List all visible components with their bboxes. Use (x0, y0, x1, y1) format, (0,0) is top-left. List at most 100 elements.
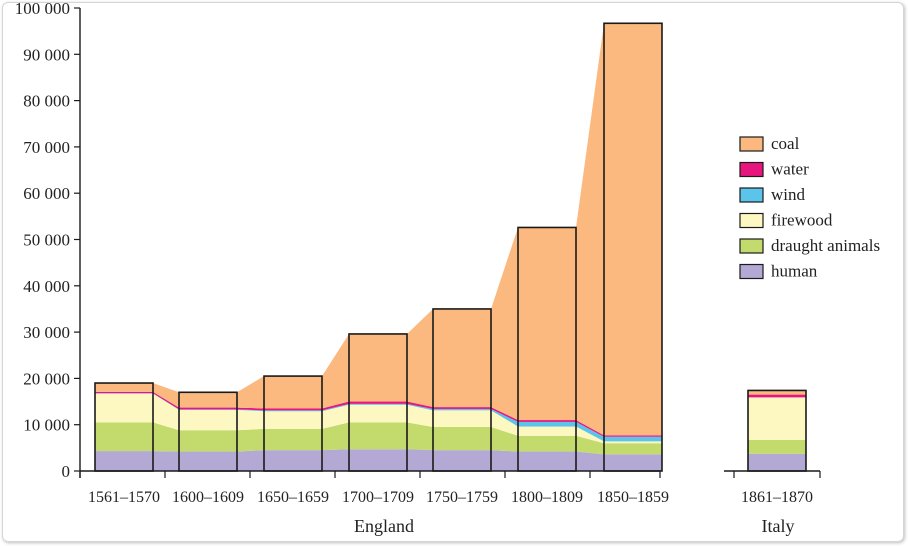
x-tick-label-4: 1750–1759 (426, 489, 498, 506)
bar-segment-draught-animals-1 (179, 430, 237, 452)
legend-swatch-coal (739, 136, 764, 152)
connector-firewood-4 (491, 410, 518, 436)
bar-segment-human-4 (433, 450, 491, 471)
bar-segment-draught-animals-5 (518, 435, 576, 452)
connector-water-5 (576, 420, 604, 437)
connector-wind-1 (237, 409, 264, 412)
bar-segment-water-6 (604, 435, 662, 437)
bar-segment-firewood-2 (264, 411, 322, 429)
bar-segment-draught-animals-4 (433, 427, 491, 451)
bar-segment-water-5 (518, 420, 576, 422)
x-tick-label-3: 1700–1709 (342, 489, 414, 506)
connector-draught-animals-2 (322, 422, 349, 451)
connector-wind-5 (576, 421, 604, 442)
bar-segment-firewood-3 (349, 404, 407, 423)
y-tick-label-1: 10 000 (23, 416, 70, 435)
legend-swatch-draught-animals (739, 238, 764, 254)
connector-water-1 (237, 407, 264, 411)
connector-draught-animals-0 (153, 422, 179, 452)
x-tick-label-5: 1800–1809 (511, 489, 583, 506)
connector-wind-2 (322, 403, 349, 412)
connector-wind-4 (491, 408, 518, 427)
connector-human-2 (322, 449, 349, 471)
bars (94, 22, 807, 472)
legend-label-coal: coal (771, 134, 800, 153)
bar-segment-human-2 (264, 450, 322, 471)
y-tick-label-6: 60 000 (23, 184, 70, 203)
bar-segment-firewood-1 (179, 409, 237, 431)
bar-segment-draught-animals-0 (95, 422, 153, 452)
connector-draught-animals-5 (576, 435, 604, 455)
bar-segment-water-0 (95, 391, 153, 394)
x-tick-label-6: 1850–1859 (597, 489, 669, 506)
y-tick-label-9: 90 000 (23, 45, 70, 64)
axes: 0 10 000 20 000 30 000 40 000 50 000 60 000 70 … (15, 0, 821, 536)
bar-segment-human-3 (349, 449, 407, 471)
connector-draught-animals-1 (237, 428, 264, 452)
legend-label-draught-animals: draught animals (771, 236, 880, 255)
bar-segment-coal-2 (264, 376, 322, 409)
connector-coal-2 (322, 333, 349, 409)
y-tick-label-7: 70 000 (23, 138, 70, 157)
bar-segment-human-1 (179, 451, 237, 471)
bar-segment-coal-0 (95, 383, 153, 392)
bar-segment-water-4 (433, 407, 491, 409)
legend-swatch-water (739, 161, 764, 178)
connector-coal-1 (237, 376, 264, 409)
bar-segment-wind-2 (264, 410, 322, 412)
connector-firewood-5 (576, 426, 604, 444)
connecting-areas (153, 23, 604, 471)
connector-water-4 (491, 407, 518, 422)
legend-swatch-wind (739, 187, 764, 203)
legend-label-firewood: firewood (771, 211, 833, 230)
bar-segment-coal-4 (433, 308, 491, 408)
connector-water-0 (153, 391, 179, 410)
connector-coal-0 (153, 383, 179, 408)
connector-draught-animals-4 (491, 427, 518, 452)
connector-firewood-1 (237, 409, 264, 431)
y-tick-label-3: 30 000 (23, 323, 70, 342)
bar-segment-wind-6 (604, 436, 662, 442)
x-tick-label-0: 1561–1570 (88, 489, 160, 506)
bar-segment-wind-5 (518, 421, 576, 427)
group-label-italy: Italy (762, 516, 795, 536)
bar-segment-wind-3 (349, 403, 407, 405)
bar-segment-draught-animals-7 (748, 439, 806, 454)
bar-segment-draught-animals-2 (264, 428, 322, 451)
bar-segment-human-5 (518, 451, 576, 471)
connector-wind-3 (407, 403, 433, 411)
x-tick-label-2: 1650–1659 (257, 489, 329, 506)
connector-firewood-2 (322, 404, 349, 429)
group-label-england: England (354, 516, 414, 536)
connector-human-5 (576, 451, 604, 471)
bar-segment-human-6 (604, 454, 662, 471)
bar-segment-coal-1 (179, 392, 237, 408)
bar-segment-firewood-6 (604, 441, 662, 444)
connector-water-3 (407, 401, 433, 409)
bar-segment-human-7 (748, 453, 806, 471)
legend: coal water wind firewood draught animals huma… (739, 134, 880, 281)
x-tick-label-7: 1861–1870 (741, 489, 813, 506)
legend-label-human: human (771, 262, 818, 281)
y-tick-label-0: 0 (62, 462, 71, 481)
bar-segment-human-0 (95, 451, 153, 471)
bar-segment-water-7 (748, 394, 806, 398)
bar-segment-firewood-5 (518, 426, 576, 436)
y-tick-label-4: 40 000 (23, 277, 70, 296)
y-tick-label-10: 100 000 (15, 0, 70, 18)
bar-segment-water-2 (264, 408, 322, 411)
bar-segment-draught-animals-3 (349, 422, 407, 450)
bar-segment-firewood-7 (748, 397, 806, 440)
connector-human-1 (237, 450, 264, 471)
connector-firewood-3 (407, 404, 433, 428)
connector-firewood-0 (153, 393, 179, 431)
legend-label-wind: wind (771, 185, 806, 204)
bar-segment-water-1 (179, 407, 237, 410)
legend-label-water: water (771, 160, 809, 179)
y-tick-label-8: 80 000 (23, 92, 70, 111)
bar-segment-wind-4 (433, 408, 491, 411)
legend-swatch-human (739, 263, 764, 280)
connector-wind-0 (153, 393, 179, 410)
connector-water-2 (322, 401, 349, 411)
